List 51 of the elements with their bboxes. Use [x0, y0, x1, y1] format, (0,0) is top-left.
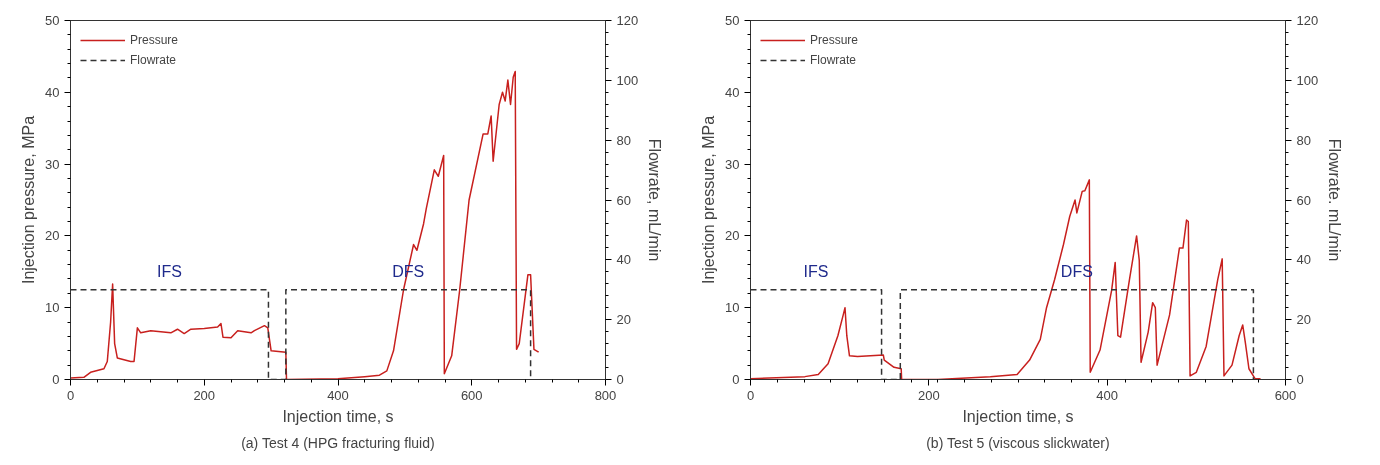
text: (b) Test 5 (viscous slickwater): [926, 434, 1110, 451]
y2-axis-title: Flowrate, mL/min: [646, 138, 664, 262]
line-series: [70, 70, 540, 380]
y2-tick-label: 60: [1296, 192, 1311, 208]
legend-label: Flowrate: [130, 53, 177, 67]
x-axis-title: Injection time, s: [282, 407, 394, 425]
annotation: IFS: [157, 262, 182, 280]
y2-tick-label: 0: [616, 372, 624, 387]
annotation: IFS: [803, 262, 829, 280]
y2-tick-label: 100: [1296, 72, 1319, 88]
y2-tick-label: 40: [616, 252, 631, 268]
x-tick-label: 200: [193, 387, 216, 403]
x-tick-label: 600: [460, 387, 483, 403]
y-tick-label: 20: [725, 228, 740, 244]
legend-label: Pressure: [130, 33, 179, 47]
x-tick-label: 200: [917, 387, 940, 403]
y-tick-label: 50: [725, 13, 740, 28]
y-tick-label: 10: [725, 300, 740, 316]
y-tick-label: 40: [725, 84, 740, 100]
x-axis-title: Injection time, s: [962, 407, 1074, 425]
y2-tick-label: 120: [1296, 13, 1319, 28]
x-tick-label: 400: [327, 387, 349, 403]
y2-tick-label: 20: [1296, 312, 1311, 328]
y2-tick-label: 100: [616, 72, 639, 88]
x-tick-label: 800: [594, 387, 617, 403]
line-series: [750, 179, 1262, 380]
y2-tick-label: 40: [1296, 252, 1311, 268]
y-axis-title: Injection pressure, MPa: [20, 115, 38, 285]
y2-tick-label: 0: [1296, 372, 1304, 387]
legend-label: Flowrate: [810, 53, 857, 67]
y-tick-label: 20: [45, 228, 60, 244]
x-tick-label: 600: [1274, 387, 1297, 403]
y-tick-label: 30: [45, 156, 60, 172]
x-tick-label: 400: [1096, 387, 1119, 403]
y2-tick-label: 80: [1296, 132, 1311, 148]
y-tick-label: 10: [45, 300, 60, 316]
text: (a) Test 4 (HPG fracturing fluid): [241, 434, 435, 451]
y2-tick-label: 20: [616, 312, 631, 328]
y-tick-label: 0: [732, 372, 740, 387]
y-tick-label: 40: [45, 84, 60, 100]
y2-tick-label: 80: [616, 132, 631, 148]
y2-axis-title: Flowrate. mL/min: [1326, 138, 1344, 262]
y2-tick-label: 120: [616, 13, 639, 28]
y2-tick-label: 60: [616, 192, 631, 208]
y-axis-title: Injection pressure, MPa: [700, 115, 718, 285]
y-tick-label: 30: [725, 156, 740, 172]
y-tick-label: 0: [52, 372, 60, 387]
x-tick-label: 0: [66, 387, 75, 403]
legend-label: Pressure: [810, 33, 859, 47]
y-tick-label: 50: [45, 13, 60, 28]
x-tick-label: 0: [746, 387, 755, 403]
